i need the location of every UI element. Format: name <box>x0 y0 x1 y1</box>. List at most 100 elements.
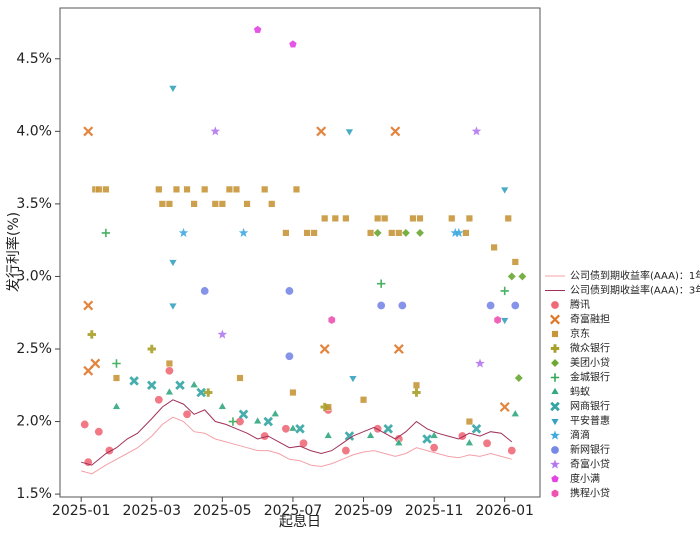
line <box>81 416 512 475</box>
x-tick-label: 2025-05 <box>193 503 252 519</box>
legend-label: 平安普惠 <box>570 414 610 427</box>
marker <box>190 200 198 208</box>
x-tick-label: 2025-07 <box>264 503 323 519</box>
legend-marker <box>550 373 560 382</box>
legend-marker <box>550 430 560 440</box>
marker <box>165 359 174 368</box>
x-tick-label: 2025-09 <box>334 503 393 519</box>
marker <box>500 186 510 195</box>
marker <box>270 409 280 417</box>
marker <box>158 200 166 208</box>
marker <box>401 228 411 238</box>
marker <box>189 380 199 388</box>
marker <box>388 229 396 237</box>
marker <box>83 365 94 376</box>
marker <box>359 396 368 404</box>
legend-marker <box>550 474 560 483</box>
legend-marker <box>551 330 559 338</box>
legend-label: 京东 <box>570 327 590 340</box>
marker <box>225 185 234 193</box>
marker <box>200 286 210 296</box>
marker <box>450 227 461 237</box>
marker <box>429 430 439 439</box>
marker <box>462 229 470 237</box>
marker <box>319 344 330 354</box>
legend-label: 度小满 <box>570 472 600 485</box>
marker <box>154 395 164 405</box>
marker <box>316 126 327 137</box>
marker <box>196 387 206 398</box>
marker <box>232 185 241 193</box>
marker <box>381 214 389 223</box>
marker <box>281 424 291 434</box>
legend-label: 微众银行 <box>570 342 610 355</box>
legend-marker <box>550 418 560 427</box>
marker <box>90 358 101 369</box>
marker <box>504 214 512 223</box>
marker <box>268 200 276 208</box>
marker <box>288 423 298 432</box>
marker <box>183 185 191 193</box>
marker <box>168 259 178 268</box>
marker <box>83 126 94 137</box>
marker <box>87 330 96 339</box>
marker <box>164 387 174 396</box>
y-tick-label: 2.5% <box>16 341 52 357</box>
x-tick-label: 2025-03 <box>123 503 182 519</box>
marker <box>288 39 298 48</box>
marker <box>284 286 294 296</box>
marker <box>342 214 350 223</box>
marker <box>448 214 456 223</box>
marker <box>373 228 383 238</box>
marker <box>243 200 251 208</box>
marker <box>510 409 520 417</box>
marker <box>112 374 121 382</box>
marker <box>465 214 474 223</box>
legend-label: 金城银行 <box>570 371 610 384</box>
marker <box>412 388 421 397</box>
marker <box>475 358 485 368</box>
marker <box>236 374 244 382</box>
legend-marker <box>550 344 560 353</box>
y-axis-label: 发行利率(%) <box>5 212 22 292</box>
line <box>81 399 513 466</box>
marker <box>464 438 474 446</box>
marker <box>182 409 192 419</box>
legend-label: 腾讯 <box>570 298 590 311</box>
legend-marker <box>550 314 560 325</box>
marker <box>507 271 517 281</box>
marker <box>253 25 262 34</box>
legend-label: 公司债到期收益率(AAA)：1年 <box>570 269 700 282</box>
legend-label: 网商银行 <box>570 400 610 413</box>
marker <box>471 126 482 136</box>
marker <box>102 185 110 193</box>
marker <box>500 286 509 296</box>
marker <box>511 258 519 266</box>
marker <box>486 300 496 310</box>
legend-label: 携程小贷 <box>570 487 610 500</box>
marker <box>409 214 417 223</box>
marker <box>344 431 355 441</box>
marker <box>129 376 139 386</box>
marker <box>412 381 421 389</box>
marker <box>394 438 404 446</box>
y-tick-label: 2.0% <box>16 414 52 430</box>
marker <box>422 434 432 444</box>
marker <box>164 366 174 376</box>
marker <box>217 401 227 410</box>
marker <box>393 344 404 354</box>
x-tick-label: 2025-11 <box>405 503 464 519</box>
legend-label: 蚂蚁 <box>570 385 590 398</box>
marker <box>94 427 104 437</box>
marker <box>261 185 269 193</box>
marker <box>323 430 333 439</box>
marker <box>517 271 527 281</box>
marker <box>218 200 226 208</box>
marker <box>395 229 403 237</box>
marker <box>112 401 121 410</box>
marker <box>284 351 294 361</box>
marker <box>507 446 517 456</box>
marker <box>465 417 474 426</box>
marker <box>238 409 249 420</box>
marker <box>482 438 492 448</box>
